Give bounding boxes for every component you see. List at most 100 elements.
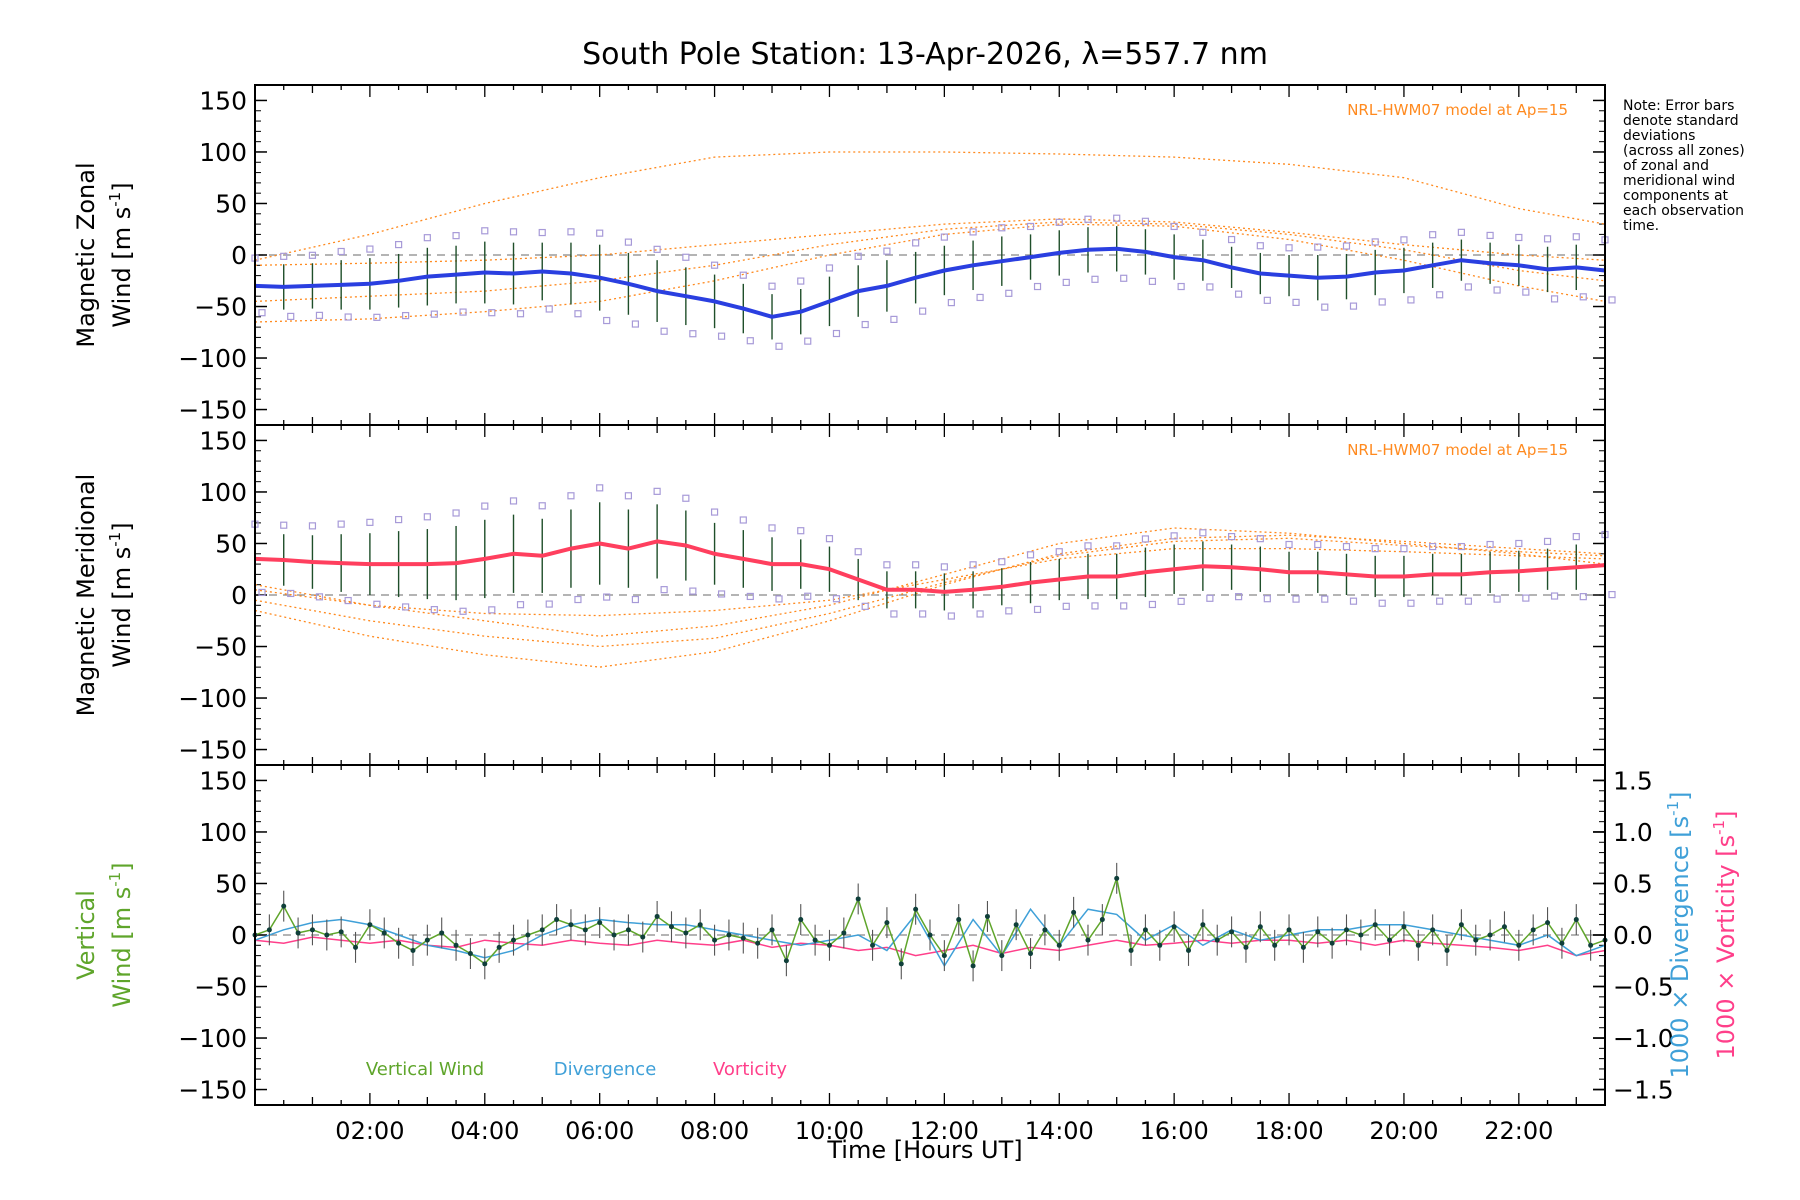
zone-sample	[854, 548, 862, 556]
zone-sample	[258, 309, 266, 317]
zone-sample	[344, 313, 352, 321]
zone-sample	[1543, 235, 1552, 243]
y-axis-label-units: Wind [m s-1]	[106, 862, 136, 1007]
vertical-wind-point	[956, 917, 962, 923]
zone-sample	[1429, 542, 1437, 551]
zone-sample	[1429, 231, 1437, 239]
zone-sample	[998, 224, 1006, 232]
zone-sample	[1091, 602, 1099, 610]
vertical-wind-point	[640, 934, 646, 940]
note-line: components at	[1623, 188, 1729, 204]
vertical-wind-point	[984, 913, 990, 919]
y-tick-label: 150	[199, 426, 247, 455]
vertical-wind-point	[898, 961, 904, 967]
zone-sample	[1493, 595, 1501, 603]
vertical-wind-point	[1186, 947, 1192, 953]
zone-sample	[804, 592, 812, 600]
zone-sample	[402, 311, 410, 320]
vertical-wind-point	[1487, 932, 1493, 938]
vertical-wind-point	[1286, 927, 1292, 933]
zone-sample	[1263, 296, 1271, 304]
zone-sample	[1550, 592, 1559, 600]
vertical-wind-point	[1085, 937, 1091, 943]
zone-sample	[797, 277, 805, 285]
vertical-wind-point	[826, 942, 832, 948]
vertical-wind-point	[453, 942, 459, 948]
vertical-wind-point	[999, 953, 1005, 959]
y-axis-label-units: Wind [m s-1]	[106, 182, 136, 327]
vertical-wind-point	[1272, 942, 1278, 948]
zone-sample	[1543, 537, 1552, 546]
note-line: meridional wind	[1623, 173, 1735, 189]
vertical-wind-point	[941, 953, 947, 959]
zone-sample	[947, 299, 955, 307]
vertical-wind-point	[439, 930, 445, 936]
vertical-wind-point	[1573, 917, 1579, 923]
zone-sample	[1522, 594, 1530, 602]
zone-sample	[516, 601, 525, 609]
zone-sample	[1378, 599, 1386, 607]
zone-sample	[969, 561, 977, 569]
vertical-wind-point	[1430, 927, 1436, 933]
zone-sample	[1342, 542, 1351, 551]
vertical-wind-point	[841, 930, 847, 936]
zone-sample	[689, 330, 697, 338]
zone-sample	[682, 494, 690, 502]
y2-tick-label: 0.0	[1613, 921, 1653, 950]
model-curve	[254, 221, 1606, 303]
zone-sample	[969, 228, 977, 236]
vertical-wind-point	[683, 930, 689, 936]
y2-tick-label: 1.5	[1613, 766, 1653, 795]
vertical-wind-point	[1071, 909, 1077, 915]
zone-sample	[315, 593, 324, 601]
meridional-wind-line	[254, 539, 1606, 594]
zone-sample	[287, 589, 295, 598]
note-line: time.	[1623, 218, 1659, 234]
legend-item: Vertical Wind	[366, 1059, 484, 1080]
note-line: of zonal and	[1623, 158, 1709, 174]
zone-sample	[366, 518, 374, 526]
zone-sample	[452, 232, 460, 240]
note-line: Note: Error bars	[1623, 98, 1734, 114]
vertical-wind-point	[1157, 942, 1163, 948]
zone-sample	[1091, 275, 1099, 283]
vertical-wind-point	[1243, 944, 1249, 950]
zone-sample	[1055, 218, 1063, 226]
zone-sample	[1177, 282, 1185, 291]
zone-sample	[1256, 535, 1264, 543]
zone-sample	[545, 600, 553, 608]
note-line: deviations	[1623, 128, 1695, 144]
zonal-panel: −150 −100 −50 0 50 100 150 NRL-HWM07 model at A…	[72, 84, 1616, 426]
zone-sample	[739, 271, 747, 279]
y-tick-label: 100	[199, 478, 247, 507]
zone-sample	[624, 238, 633, 246]
vertical-wind-point	[1099, 917, 1105, 923]
vertical-wind-point	[1401, 924, 1407, 930]
y-tick-label: 0	[231, 241, 247, 270]
vertical-wind-point	[353, 944, 359, 950]
vertical-wind-point	[970, 963, 976, 969]
vertical-wind-point	[726, 932, 732, 938]
zone-sample	[366, 245, 374, 253]
x-tick-label: 04:00	[450, 1117, 519, 1145]
legend-item: Vorticity	[713, 1059, 787, 1080]
zone-sample	[603, 316, 611, 325]
y2-axis-label-vorticity: 1000 × Vorticity [s-1]	[1710, 811, 1740, 1060]
vertical-wind-point	[1200, 922, 1206, 928]
zone-sample	[710, 508, 719, 516]
vertical-wind-point	[1056, 942, 1062, 948]
zone-sample	[1234, 290, 1243, 298]
panel-frame	[254, 764, 1606, 1106]
y2-axis-label-divergence: 1000 × Divergence [s-1]	[1664, 791, 1694, 1078]
vertical-wind-point	[511, 937, 517, 943]
zone-sample	[603, 593, 611, 601]
zone-sample	[1579, 293, 1587, 301]
vertical-wind-point	[1559, 940, 1565, 946]
zone-sample	[861, 602, 869, 610]
zone-sample	[1522, 288, 1530, 296]
zone-sample	[1436, 597, 1444, 605]
zone-sample	[1572, 532, 1580, 541]
zone-sample	[890, 315, 898, 323]
zone-sample	[373, 313, 381, 321]
